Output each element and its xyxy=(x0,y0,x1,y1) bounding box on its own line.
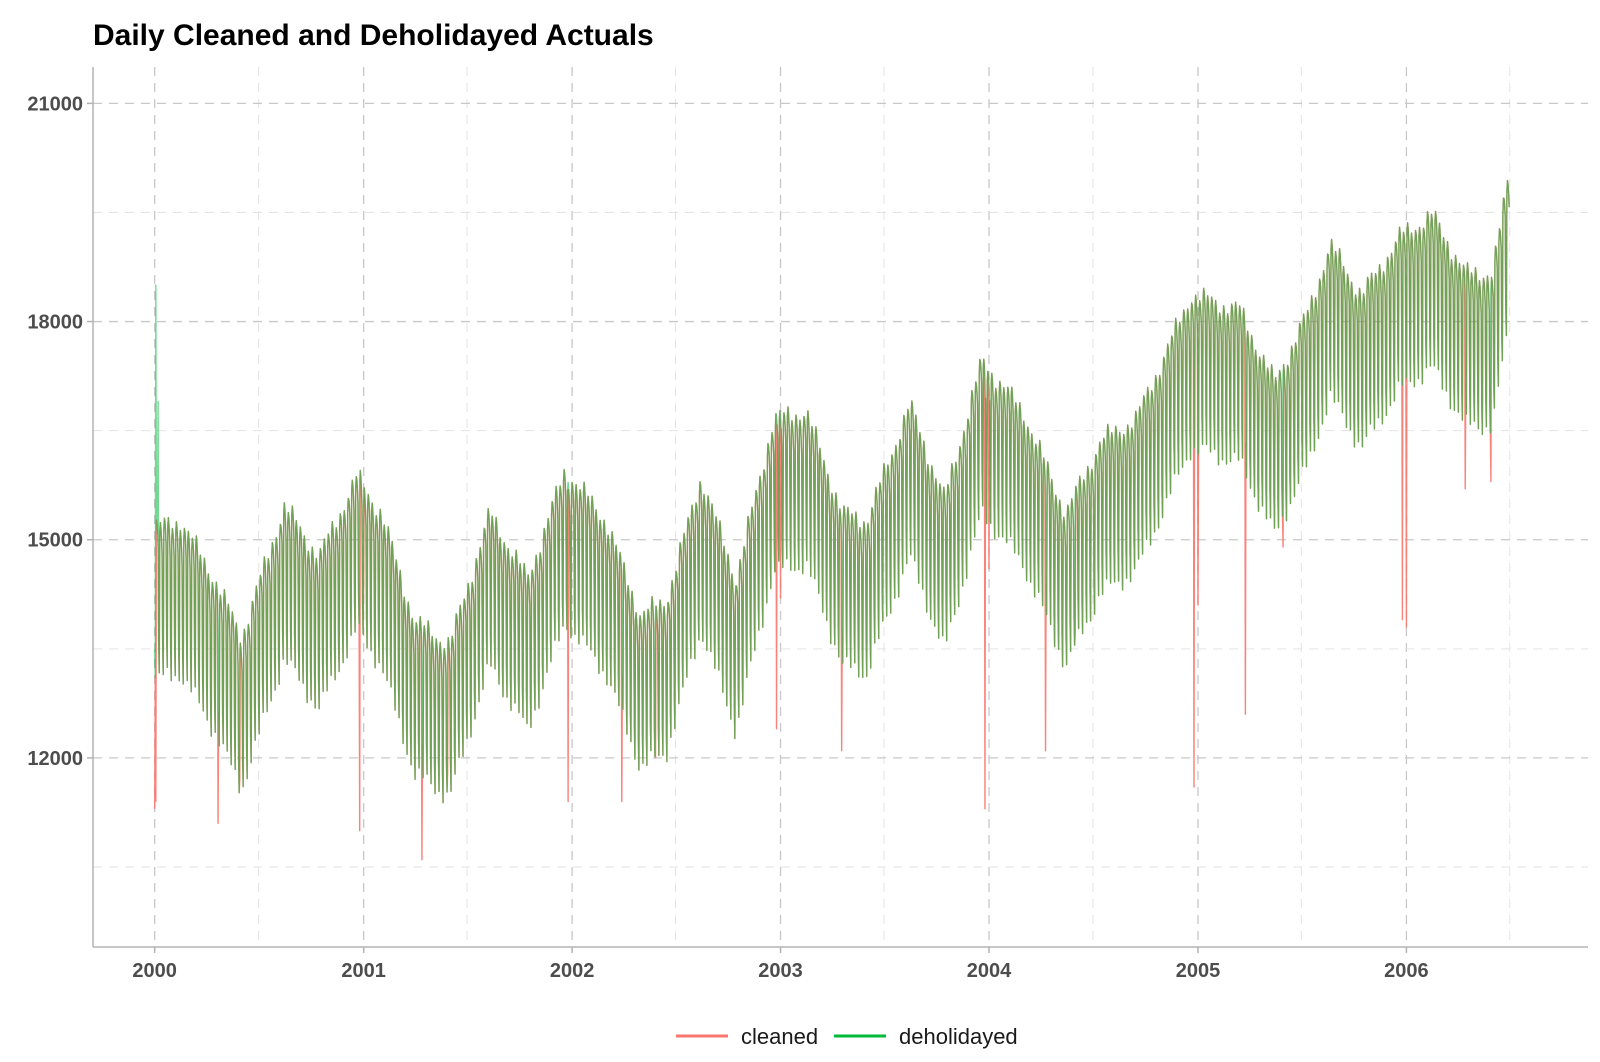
legend-label-deholidayed: deholidayed xyxy=(899,1024,1018,1049)
y-tick-label-12000: 12000 xyxy=(27,748,83,770)
x-axis-ticks: 2000 2001 2002 2003 2004 2005 2006 xyxy=(132,947,1429,982)
x-tick-label-2006: 2006 xyxy=(1384,960,1429,982)
chart-title: Daily Cleaned and Deholidayed Actuals xyxy=(93,19,654,52)
y-tick-label-18000: 18000 xyxy=(27,312,83,334)
y-tick-label-21000: 21000 xyxy=(27,93,83,115)
series-layer xyxy=(153,179,1510,861)
legend-label-cleaned: cleaned xyxy=(741,1024,818,1049)
x-tick-label-2003: 2003 xyxy=(758,960,803,982)
x-tick-label-2005: 2005 xyxy=(1176,960,1221,982)
series-line-deholidayed xyxy=(153,179,1510,804)
x-tick-label-2000: 2000 xyxy=(132,960,177,982)
grid xyxy=(93,67,1588,947)
x-tick-label-2002: 2002 xyxy=(550,960,595,982)
x-tick-label-2001: 2001 xyxy=(341,960,386,982)
y-tick-label-15000: 15000 xyxy=(27,530,83,552)
x-tick-label-2004: 2004 xyxy=(967,960,1012,982)
y-axis-ticks: 12000 15000 18000 21000 xyxy=(27,93,93,770)
legend: cleaned deholidayed xyxy=(676,1024,1018,1049)
